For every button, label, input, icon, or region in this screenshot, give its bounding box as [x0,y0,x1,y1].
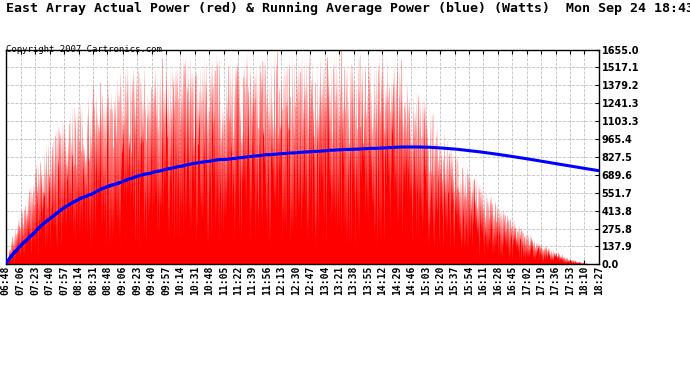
Text: East Array Actual Power (red) & Running Average Power (blue) (Watts)  Mon Sep 24: East Array Actual Power (red) & Running … [6,2,690,15]
Text: Copyright 2007 Cartronics.com: Copyright 2007 Cartronics.com [6,45,161,54]
